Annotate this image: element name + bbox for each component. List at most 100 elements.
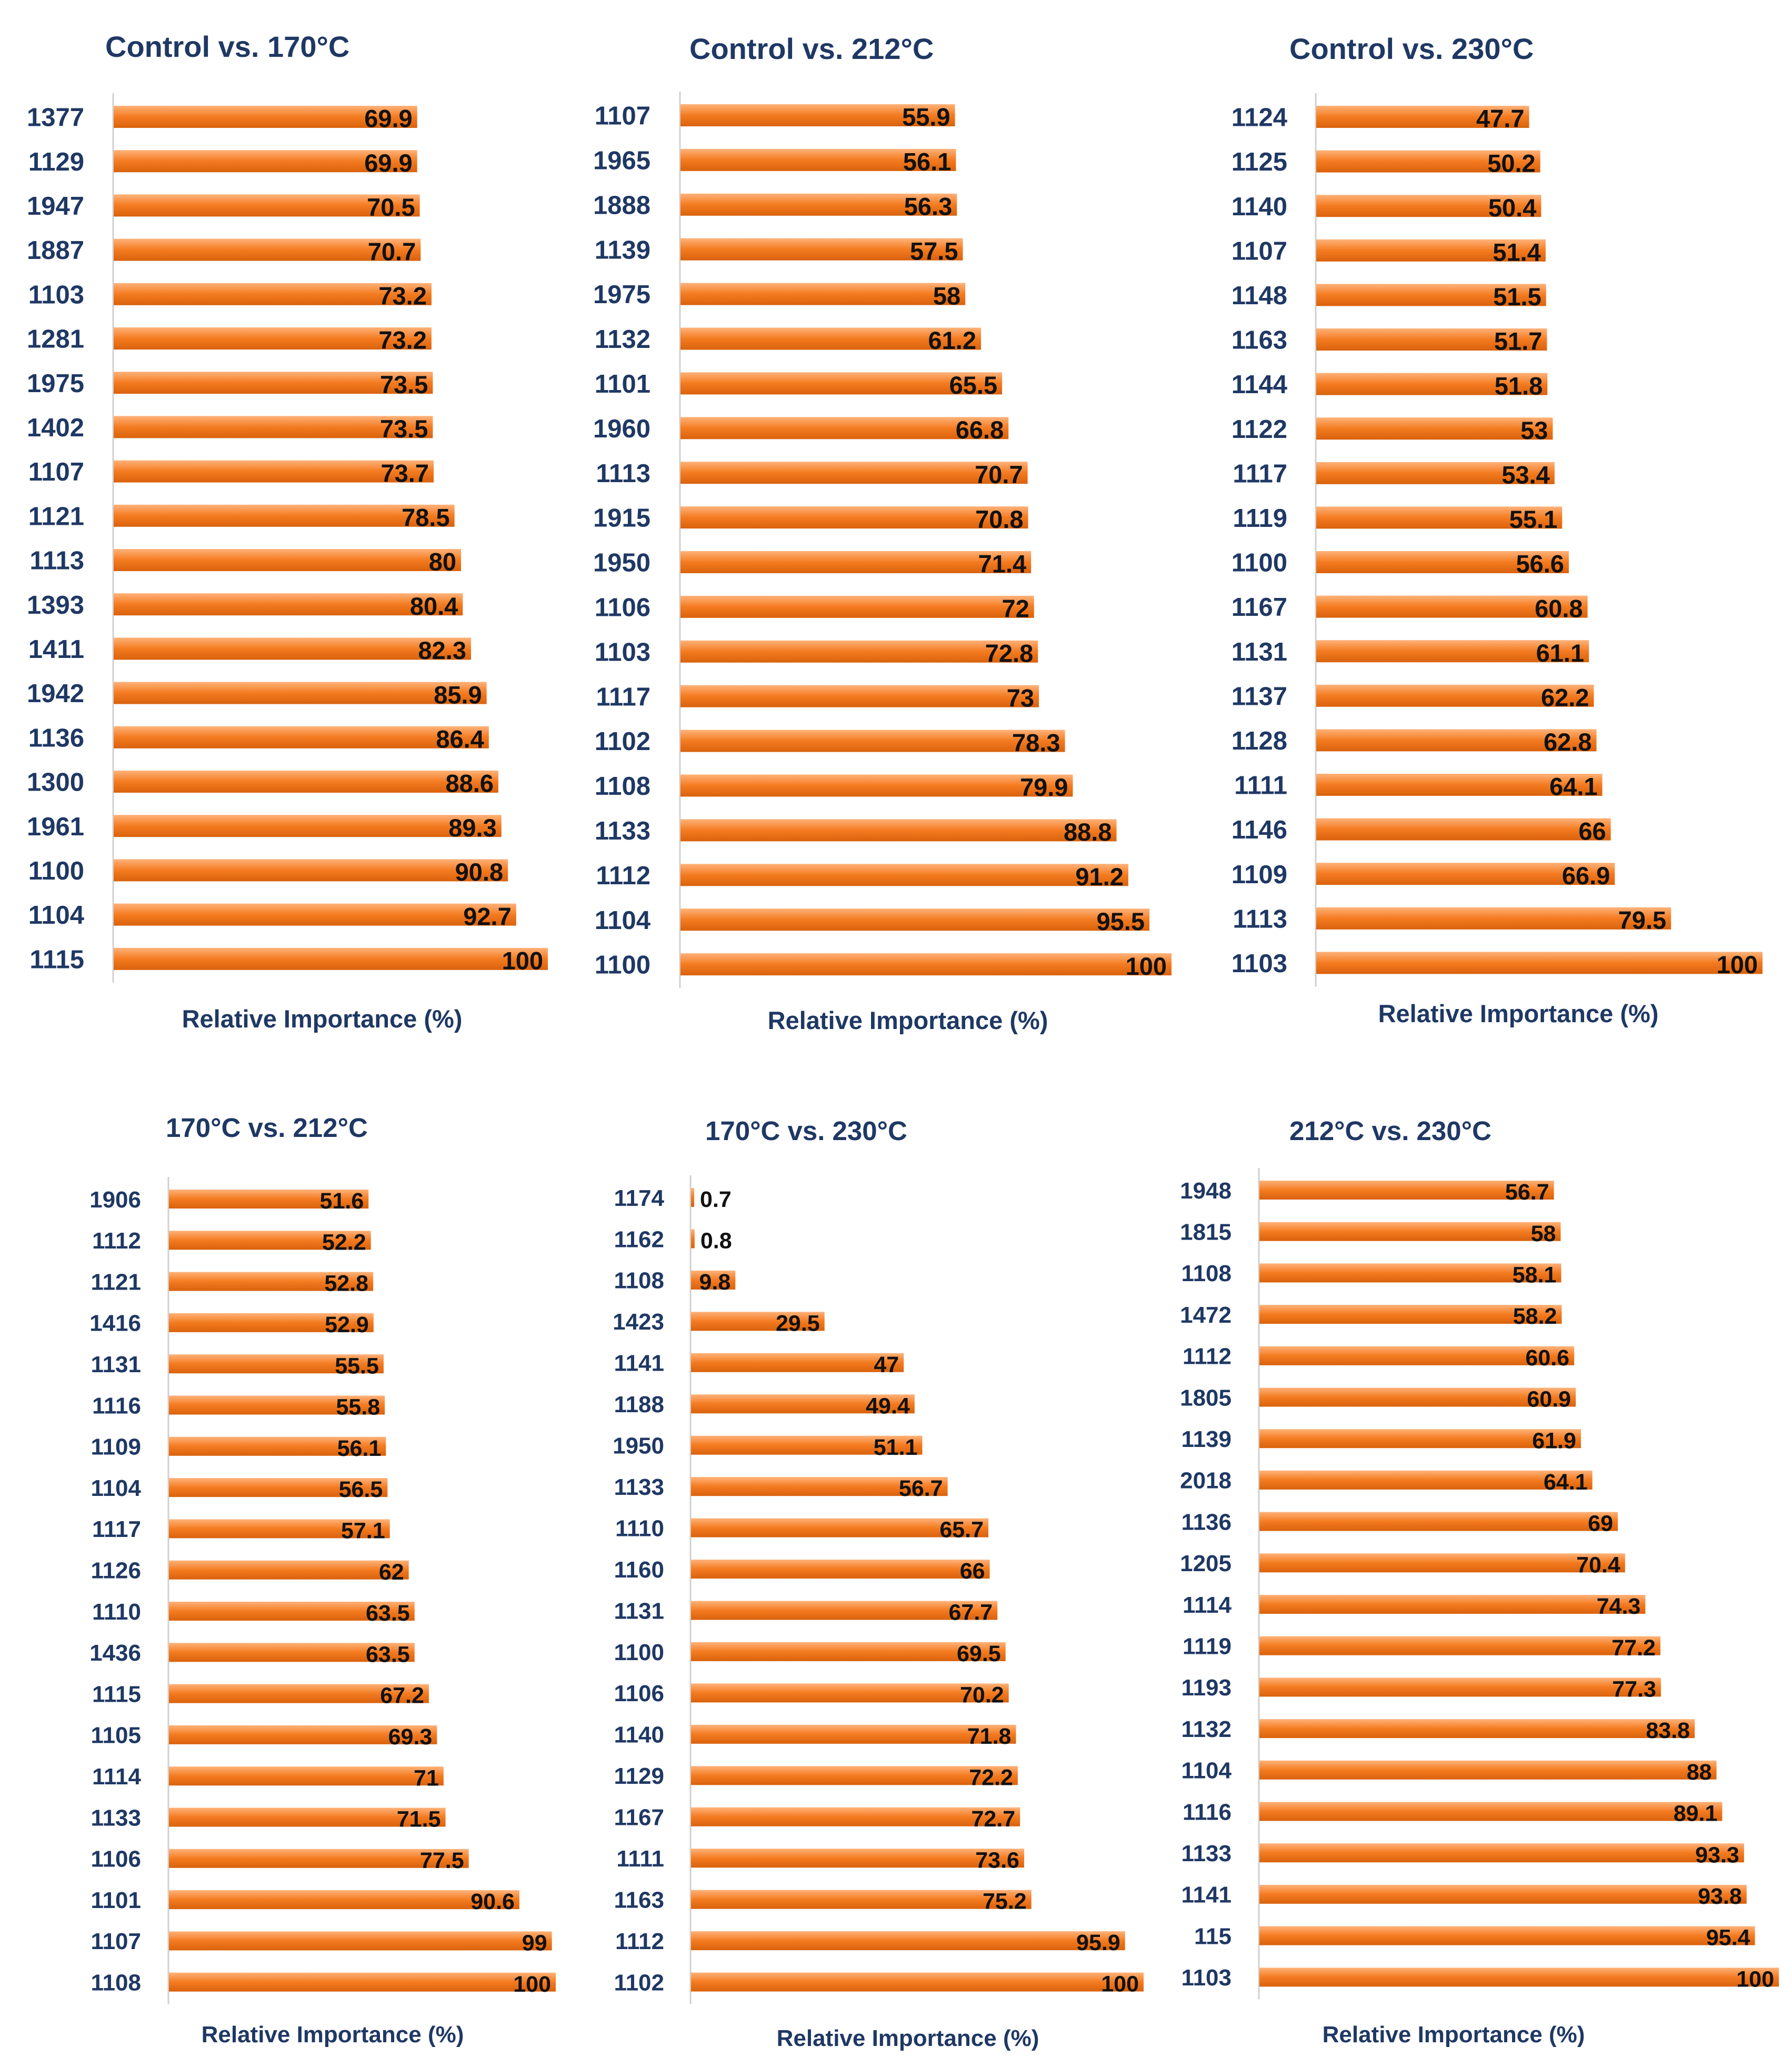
value-label: 100 — [1717, 951, 1758, 978]
bar — [1316, 462, 1555, 484]
value-label: 73.5 — [380, 371, 428, 398]
bar — [169, 1560, 409, 1580]
category-label: 1121 — [91, 1269, 141, 1295]
value-label: 58 — [1531, 1221, 1556, 1246]
bar — [114, 815, 502, 837]
value-label: 77.3 — [1612, 1676, 1656, 1702]
bar — [114, 283, 432, 305]
value-label: 70.8 — [975, 505, 1023, 533]
bar — [680, 327, 981, 350]
bar — [169, 1684, 429, 1703]
bar — [691, 1807, 1020, 1826]
category-label: 1416 — [89, 1311, 141, 1336]
category-label: 1133 — [614, 1474, 664, 1500]
chart-panel-2: Control vs. 212°C 1107 55.9 1965 56.1 1888 56.… — [593, 32, 1172, 1034]
value-label: 52.2 — [322, 1230, 366, 1255]
category-label: 1393 — [27, 591, 84, 620]
bar — [114, 593, 463, 616]
category-label: 1101 — [91, 1888, 141, 1913]
category-label: 1132 — [595, 325, 650, 354]
category-label: 1107 — [28, 458, 84, 486]
category-label: 1948 — [1180, 1178, 1232, 1204]
value-label: 60.8 — [1535, 594, 1583, 622]
bar — [1259, 1346, 1575, 1365]
bar — [1259, 1802, 1723, 1821]
value-label: 100 — [1736, 1966, 1774, 1992]
bar — [1316, 640, 1589, 663]
value-label: 71 — [414, 1765, 439, 1791]
bar — [691, 1766, 1018, 1785]
category-label: 1411 — [28, 635, 84, 664]
value-label: 58.1 — [1513, 1262, 1557, 1287]
category-label: 1119 — [1183, 1634, 1232, 1660]
value-label: 56.1 — [903, 148, 951, 176]
value-label: 51.8 — [1495, 372, 1543, 400]
bar — [1259, 1387, 1576, 1407]
value-label: 70.2 — [960, 1682, 1004, 1707]
bar — [1259, 1968, 1779, 1987]
bar — [1316, 373, 1548, 395]
bar — [169, 1725, 437, 1744]
bar — [1316, 952, 1763, 974]
value-label: 62.8 — [1544, 728, 1591, 756]
category-label: 1113 — [29, 547, 84, 575]
category-label: 1402 — [27, 414, 84, 442]
bar — [680, 685, 1039, 707]
category-label: 1106 — [614, 1681, 664, 1706]
x-axis-label: Relative Importance (%) — [777, 2025, 1039, 2051]
bar — [1259, 1636, 1660, 1655]
bar — [691, 1312, 825, 1331]
category-label: 1110 — [92, 1599, 141, 1625]
category-label: 1126 — [91, 1558, 141, 1584]
value-label: 29.5 — [776, 1311, 820, 1336]
value-label: 66.9 — [1562, 862, 1610, 890]
bar — [114, 947, 548, 970]
value-label: 78.5 — [402, 504, 449, 532]
bar — [691, 1724, 1016, 1744]
bar — [169, 1313, 374, 1332]
category-label: 1146 — [1232, 816, 1287, 844]
value-label: 60.9 — [1527, 1387, 1571, 1412]
category-label: 1117 — [1233, 460, 1287, 488]
category-label: 1436 — [89, 1640, 141, 1666]
bar — [169, 1272, 374, 1291]
bar — [691, 1601, 998, 1620]
bar — [691, 1560, 990, 1579]
category-label: 1104 — [28, 901, 84, 930]
value-label: 89.3 — [448, 814, 496, 842]
bar — [680, 551, 1032, 573]
category-label: 1124 — [1232, 104, 1287, 132]
value-label: 83.8 — [1646, 1718, 1690, 1743]
value-label: 88.6 — [445, 770, 493, 797]
x-axis-label: Relative Importance (%) — [1378, 1000, 1659, 1027]
bar — [114, 637, 471, 660]
value-label: 55.1 — [1509, 505, 1557, 533]
value-label: 55.8 — [336, 1395, 380, 1420]
value-label: 91.2 — [1075, 863, 1123, 891]
category-label: 1193 — [1182, 1675, 1232, 1701]
category-label: 2018 — [1180, 1468, 1232, 1494]
category-label: 1129 — [614, 1763, 664, 1789]
value-label: 62.2 — [1541, 684, 1589, 712]
category-label: 1140 — [1232, 193, 1287, 221]
chart-panel-1: Control vs. 170°C 1377 69.9 1129 69.9 1947 70.… — [27, 30, 548, 1033]
chart-title: Control vs. 170°C — [105, 30, 349, 63]
bar — [114, 372, 433, 394]
bar — [1316, 551, 1569, 573]
value-label: 72 — [1002, 595, 1029, 623]
bar — [169, 1478, 388, 1497]
bar — [114, 549, 461, 571]
value-label: 88 — [1687, 1760, 1712, 1785]
category-label: 1131 — [614, 1598, 664, 1624]
bar — [114, 327, 432, 350]
category-label: 1112 — [615, 1929, 664, 1954]
category-label: 1139 — [1182, 1426, 1232, 1452]
bar — [680, 283, 966, 305]
chart-title: Control vs. 212°C — [689, 32, 934, 65]
value-label: 90.6 — [470, 1889, 515, 1914]
x-axis-label: Relative Importance (%) — [1323, 2022, 1585, 2048]
category-label: 1106 — [91, 1846, 141, 1872]
value-label: 51.4 — [1493, 238, 1540, 266]
bar — [691, 1931, 1125, 1951]
